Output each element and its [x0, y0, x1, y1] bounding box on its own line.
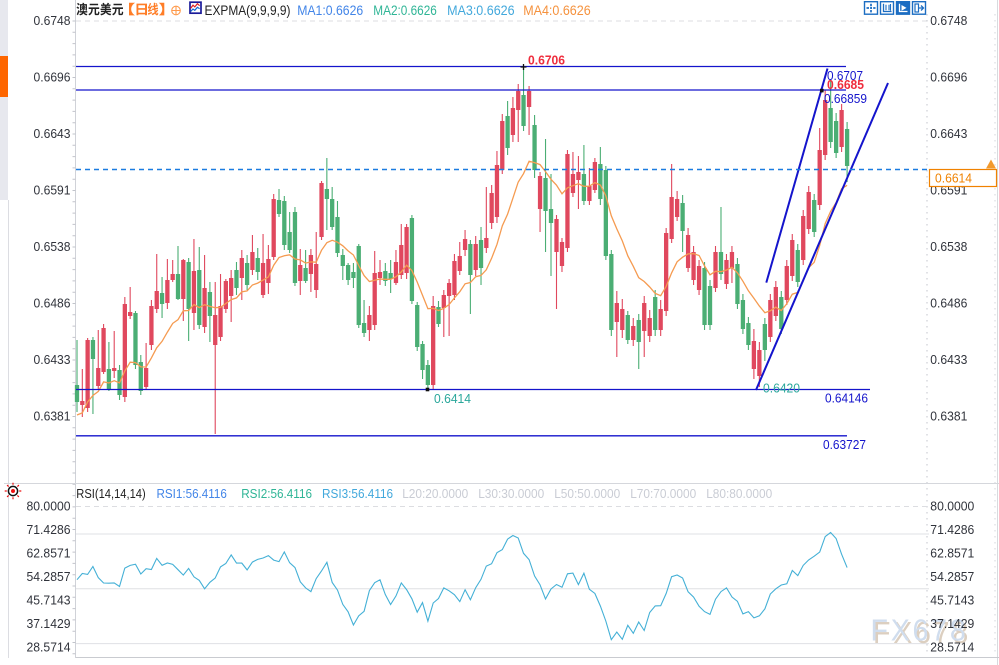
- svg-text:0.6381: 0.6381: [34, 410, 71, 424]
- svg-text:28.5714: 28.5714: [27, 641, 71, 655]
- svg-text:0.6591: 0.6591: [930, 184, 967, 198]
- svg-text:71.4286: 71.4286: [27, 523, 71, 537]
- svg-text:45.7143: 45.7143: [930, 594, 974, 608]
- svg-text:L30:30.0000: L30:30.0000: [478, 486, 544, 501]
- svg-text:0.6486: 0.6486: [930, 297, 967, 311]
- svg-text:L70:70.0000: L70:70.0000: [630, 486, 696, 501]
- svg-text:0.6414: 0.6414: [434, 392, 471, 406]
- svg-text:0.6433: 0.6433: [34, 353, 71, 367]
- svg-text:0.6381: 0.6381: [930, 410, 967, 424]
- svg-text:0.6643: 0.6643: [930, 127, 967, 141]
- svg-text:0.6696: 0.6696: [930, 71, 967, 85]
- svg-text:0.6748: 0.6748: [930, 14, 967, 28]
- svg-text:0.6706: 0.6706: [528, 54, 565, 68]
- svg-text:0.6486: 0.6486: [34, 297, 71, 311]
- svg-text:62.8571: 62.8571: [930, 547, 974, 561]
- svg-text:62.8571: 62.8571: [27, 547, 71, 561]
- svg-text:28.5714: 28.5714: [930, 641, 974, 655]
- svg-text:0.6420: 0.6420: [763, 382, 800, 396]
- svg-text:RSI2:56.4116: RSI2:56.4116: [241, 486, 312, 501]
- svg-text:L20:20.0000: L20:20.0000: [402, 486, 468, 501]
- svg-text:54.2857: 54.2857: [930, 570, 974, 584]
- svg-text:L80:80.0000: L80:80.0000: [706, 486, 772, 501]
- svg-text:MA1:0.6626: MA1:0.6626: [297, 3, 363, 18]
- svg-text:RSI(14,14,14): RSI(14,14,14): [76, 486, 145, 501]
- svg-text:37.1429: 37.1429: [930, 617, 974, 631]
- svg-text:0.6614: 0.6614: [935, 172, 972, 186]
- svg-text:45.7143: 45.7143: [27, 594, 71, 608]
- svg-text:0.6685: 0.6685: [827, 78, 864, 92]
- svg-text:37.1429: 37.1429: [27, 617, 71, 631]
- svg-text:RSI1:56.4116: RSI1:56.4116: [157, 486, 227, 501]
- svg-text:80.0000: 80.0000: [27, 500, 71, 514]
- svg-text:0.6643: 0.6643: [34, 127, 71, 141]
- svg-text:FX678: FX678: [871, 613, 969, 648]
- svg-text:0.6433: 0.6433: [930, 353, 967, 367]
- svg-text:54.2857: 54.2857: [27, 570, 71, 584]
- svg-text:0.66859: 0.66859: [824, 92, 867, 106]
- svg-text:L50:50.0000: L50:50.0000: [554, 486, 620, 501]
- svg-text:MA3:0.6626: MA3:0.6626: [447, 3, 514, 18]
- svg-text:RSI3:56.4116: RSI3:56.4116: [322, 486, 393, 501]
- svg-text:71.4286: 71.4286: [930, 523, 974, 537]
- svg-text:80.0000: 80.0000: [930, 500, 974, 514]
- svg-text:0.6538: 0.6538: [930, 240, 967, 254]
- svg-text:0.6696: 0.6696: [34, 71, 71, 85]
- svg-text:FX678: FX678: [873, 615, 971, 650]
- svg-text:0.6591: 0.6591: [34, 184, 71, 198]
- svg-text:EXPMA(9,9,9,9): EXPMA(9,9,9,9): [205, 3, 291, 18]
- svg-text:0.6707: 0.6707: [827, 69, 863, 83]
- svg-text:0.63727: 0.63727: [823, 438, 866, 452]
- svg-text:MA2:0.6626: MA2:0.6626: [373, 3, 437, 18]
- svg-text:MA4:0.6626: MA4:0.6626: [523, 3, 591, 18]
- svg-text:0.6748: 0.6748: [34, 14, 71, 28]
- svg-text:0.6538: 0.6538: [34, 240, 71, 254]
- svg-text:0.64146: 0.64146: [825, 392, 868, 406]
